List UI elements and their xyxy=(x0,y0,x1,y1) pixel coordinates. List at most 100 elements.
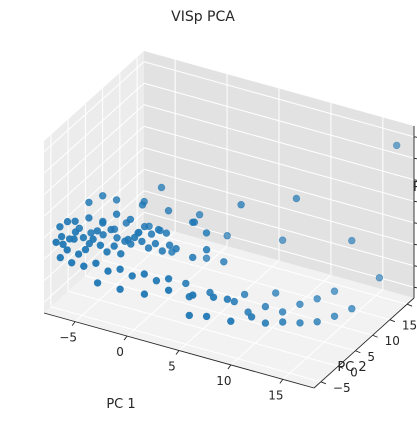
data-point xyxy=(202,246,211,254)
data-point xyxy=(93,279,102,287)
data-point xyxy=(138,201,147,209)
y-tick-label: 15 xyxy=(402,319,417,333)
data-point xyxy=(93,227,102,235)
z-axis-title: P xyxy=(413,180,417,195)
z-grid-line xyxy=(143,147,415,224)
x-tick-label: 10 xyxy=(216,374,231,388)
x-tick-mark xyxy=(123,335,128,341)
data-point xyxy=(292,194,301,203)
data-point xyxy=(330,287,339,295)
x-grid-line xyxy=(282,288,384,380)
data-point xyxy=(117,250,125,258)
data-point xyxy=(112,210,121,218)
chart-title: VISp PCA xyxy=(171,9,235,25)
data-point xyxy=(240,290,249,299)
x-axis-title: PC 1 xyxy=(106,397,135,412)
z-grid-line xyxy=(143,190,415,267)
data-point xyxy=(154,225,163,234)
data-point xyxy=(230,297,239,306)
y-grid-line xyxy=(119,244,390,321)
y-grid-line xyxy=(50,306,322,383)
data-point xyxy=(56,253,64,262)
data-point xyxy=(152,277,161,285)
z-grid-line xyxy=(143,168,415,245)
data-point xyxy=(89,235,97,243)
z-grid-line xyxy=(43,211,145,303)
z-grid-line xyxy=(143,82,415,159)
data-point xyxy=(107,225,115,234)
data-point xyxy=(237,201,245,209)
data-point xyxy=(330,312,339,320)
data-point xyxy=(56,223,64,231)
data-point xyxy=(185,311,194,320)
data-point xyxy=(63,246,71,254)
data-point xyxy=(164,275,173,283)
x-tick-mark xyxy=(175,350,180,355)
data-point xyxy=(261,302,270,311)
data-point xyxy=(57,232,66,241)
data-point xyxy=(52,238,60,247)
data-point xyxy=(261,319,270,327)
data-point xyxy=(124,235,132,244)
data-point xyxy=(313,318,321,326)
data-point xyxy=(92,259,100,267)
data-point xyxy=(223,295,232,303)
x-grid-line xyxy=(126,245,228,337)
data-point xyxy=(151,239,160,248)
data-point xyxy=(157,183,166,192)
data-point xyxy=(223,232,231,240)
data-point xyxy=(164,207,173,215)
data-point xyxy=(189,218,197,227)
data-point xyxy=(128,272,136,280)
data-point xyxy=(172,245,180,253)
data-point xyxy=(375,274,384,282)
data-point xyxy=(195,211,204,219)
data-point xyxy=(135,228,143,237)
data-point xyxy=(138,237,146,246)
x-tick-label: 5 xyxy=(168,360,176,374)
data-point xyxy=(113,234,121,242)
y-tick-label: −5 xyxy=(333,381,351,395)
x-grid-line xyxy=(178,260,280,351)
data-point xyxy=(144,244,153,252)
y-tick-mark xyxy=(406,303,413,307)
data-point xyxy=(110,242,118,250)
data-point xyxy=(112,196,121,204)
data-point xyxy=(247,313,256,321)
y-tick-mark xyxy=(337,365,344,369)
data-point xyxy=(296,300,304,308)
data-point xyxy=(209,293,218,301)
x-tick-mark xyxy=(71,321,76,326)
data-point xyxy=(85,198,93,207)
data-point xyxy=(96,241,105,250)
data-point xyxy=(81,245,90,254)
data-point xyxy=(227,317,235,325)
data-point xyxy=(393,141,401,150)
data-point xyxy=(104,267,112,275)
data-point xyxy=(87,229,95,237)
data-point xyxy=(348,305,356,313)
z-grid-line xyxy=(43,147,145,239)
x-tick-label: −5 xyxy=(59,331,77,345)
data-point xyxy=(130,233,139,242)
data-point xyxy=(202,229,211,237)
z-grid-line xyxy=(43,125,145,217)
y-axis-title: PC 2 xyxy=(337,360,366,375)
y-tick-label: 10 xyxy=(385,334,400,348)
z-grid-line xyxy=(43,82,145,174)
data-point xyxy=(296,319,304,327)
data-point xyxy=(116,265,124,273)
data-point xyxy=(85,214,93,222)
z-grid-line xyxy=(43,104,145,196)
data-point xyxy=(71,217,79,226)
z-grid-line xyxy=(43,61,145,153)
z-grid-line xyxy=(143,61,415,138)
data-point xyxy=(126,215,135,224)
x-tick-label: 0 xyxy=(116,345,124,359)
data-point xyxy=(103,248,111,256)
data-point xyxy=(63,217,72,226)
data-point xyxy=(182,279,190,288)
data-point xyxy=(348,236,356,245)
data-point xyxy=(202,254,211,262)
